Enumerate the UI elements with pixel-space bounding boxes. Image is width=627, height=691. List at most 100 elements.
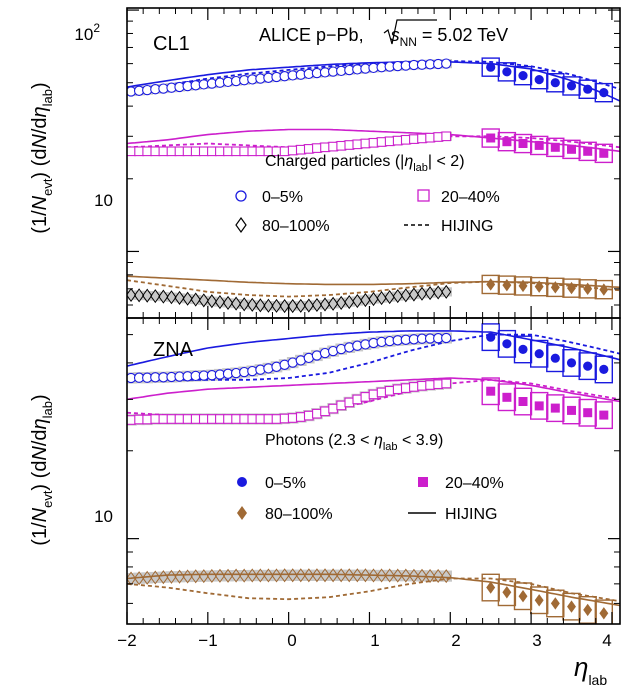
top-series-1-point [433, 132, 444, 142]
bottom-series-2-fwd-point [567, 600, 576, 613]
top-series-2-fwd-box [578, 279, 597, 299]
top-series-0-fwd-point [583, 84, 593, 94]
bottom-series-1-fwd-point [567, 405, 576, 415]
bottom-series-0-fwd-point [486, 332, 496, 342]
top-series-1-point [174, 146, 185, 157]
sqrt-sign [383, 19, 437, 45]
bottom-series-1-fwd-box [530, 391, 549, 420]
top-panel-plot-area [127, 57, 620, 314]
bottom-series-2-fwd-point [599, 607, 609, 620]
top-series-2-sys-band [181, 294, 194, 304]
xtick-label-m1: −1 [198, 631, 217, 650]
bottom-series-1-fwd-point [502, 392, 512, 402]
top-series-1-fwd-box [513, 133, 533, 154]
bottom-series-2-sys-band [222, 570, 234, 582]
top-series-1-point [231, 146, 241, 157]
top-series-2-sys-band [367, 294, 380, 304]
bottom-series-2-point [392, 568, 403, 583]
top-series-2-point [263, 298, 274, 313]
bottom-series-2-sys-band [303, 569, 315, 581]
top-series-0-point [441, 58, 452, 69]
top-series-2-point [214, 295, 226, 310]
top-series-1-point [392, 135, 403, 146]
top-series-2-sys-band [391, 291, 404, 301]
bottom-series-1-fwd-box [562, 396, 581, 425]
bottom-series-2-point [150, 570, 161, 585]
top-series-1-point [400, 134, 411, 145]
bottom-series-2-point [424, 568, 436, 584]
top-series-2-sys-band [400, 290, 412, 300]
bottom-series-2-point [279, 568, 290, 583]
bottom-series-2-point [166, 569, 177, 584]
bottom-series-1-fwd-point [599, 410, 609, 420]
bottom-series-1-hijing-dashed [127, 378, 620, 419]
bottom-series-1-fwd-point [534, 401, 544, 411]
bottom-series-2-point [433, 568, 444, 584]
top-ytick-label-100: 102 [74, 21, 100, 44]
top-series-1-point [320, 142, 330, 153]
top-series-1-point [239, 146, 250, 157]
bottom-series-1-point [344, 397, 355, 408]
bottom-series-1-point [336, 400, 347, 411]
bottom-series-1-point [182, 414, 193, 424]
bottom-panel-frame [126, 317, 621, 625]
bottom-series-0-fwd-box [546, 344, 565, 373]
bottom-y-axis-label: (1/Nevt) (dN/dηlab) [29, 394, 55, 545]
bottom-series-2-fwd-point [518, 590, 528, 603]
legend-marker-circle-filled [237, 477, 247, 487]
bottom-series-0-fwd-box [513, 335, 533, 364]
bottom-series-2-fwd-box [530, 586, 549, 615]
top-series-2-sys-band [198, 295, 210, 305]
top-series-2-fwd-point [583, 282, 593, 296]
top-series-2-fwd-point [486, 278, 496, 291]
bottom-series-0-fwd-point [550, 353, 560, 363]
top-series-2-sys-band [214, 297, 226, 307]
bottom-series-2-sys-band [206, 570, 218, 582]
bottom-legend: 0–5% 20–40% 80–100% HIJING [237, 475, 504, 523]
bottom-series-2-hijing-dashed [127, 577, 620, 603]
bottom-series-0-fwd-box [497, 329, 517, 358]
bottom-series-1-fwd-box [578, 398, 597, 427]
top-series-0-fwd-point [566, 81, 577, 91]
bottom-series-0-fwd-box [530, 339, 549, 368]
bottom-series-2-fwd-box [481, 573, 500, 602]
bottom-series-1-fwd-box [481, 377, 500, 406]
bottom-series-2-sys-band [254, 569, 267, 582]
top-series-1-fwd-box [594, 143, 613, 164]
bottom-series-2-fwd-box [546, 589, 565, 618]
top-series-2-point [352, 293, 363, 309]
bottom-series-0-fwd-point [534, 349, 544, 359]
top-series-2-sys-band [311, 300, 323, 310]
bottom-series-1-point [174, 414, 185, 424]
top-series-2-sys-band [383, 292, 396, 302]
bottom-series-2-point [416, 568, 428, 583]
top-series-2-fwd-box [497, 275, 517, 295]
bottom-series-2-point [287, 568, 298, 583]
xtick-label-m2: −2 [117, 631, 136, 650]
top-series-1-point [441, 131, 452, 142]
bottom-series-1-point [134, 414, 144, 425]
bottom-series-1-point [158, 414, 169, 424]
bottom-series-2-point [127, 571, 137, 586]
top-series-2-sys-band [319, 299, 331, 310]
bottom-series-0-fwd-box [481, 323, 500, 352]
top-series-2-point [424, 286, 436, 301]
bottom-series-1-fwd-point [518, 397, 528, 406]
top-series-2-fwd-point [567, 281, 576, 295]
top-series-2-point [166, 290, 177, 305]
bottom-estimator-label: ZNA [153, 339, 194, 361]
top-series-0-fwd-point [534, 75, 544, 85]
top-series-2-sys-band [133, 290, 145, 300]
bottom-series-2-point [328, 568, 339, 583]
bottom-series-1-point [142, 414, 153, 425]
bottom-series-1-fwd-box [497, 383, 517, 412]
bottom-series-1-point [425, 380, 435, 390]
top-series-1-point [409, 134, 419, 144]
top-series-2-point [142, 288, 153, 303]
top-series-2-point [311, 297, 323, 313]
bottom-series-2-sys-band [440, 570, 452, 582]
bottom-series-2-sys-band [238, 570, 250, 582]
top-series-2-sys-band [375, 293, 388, 303]
top-series-2-point [303, 298, 314, 313]
